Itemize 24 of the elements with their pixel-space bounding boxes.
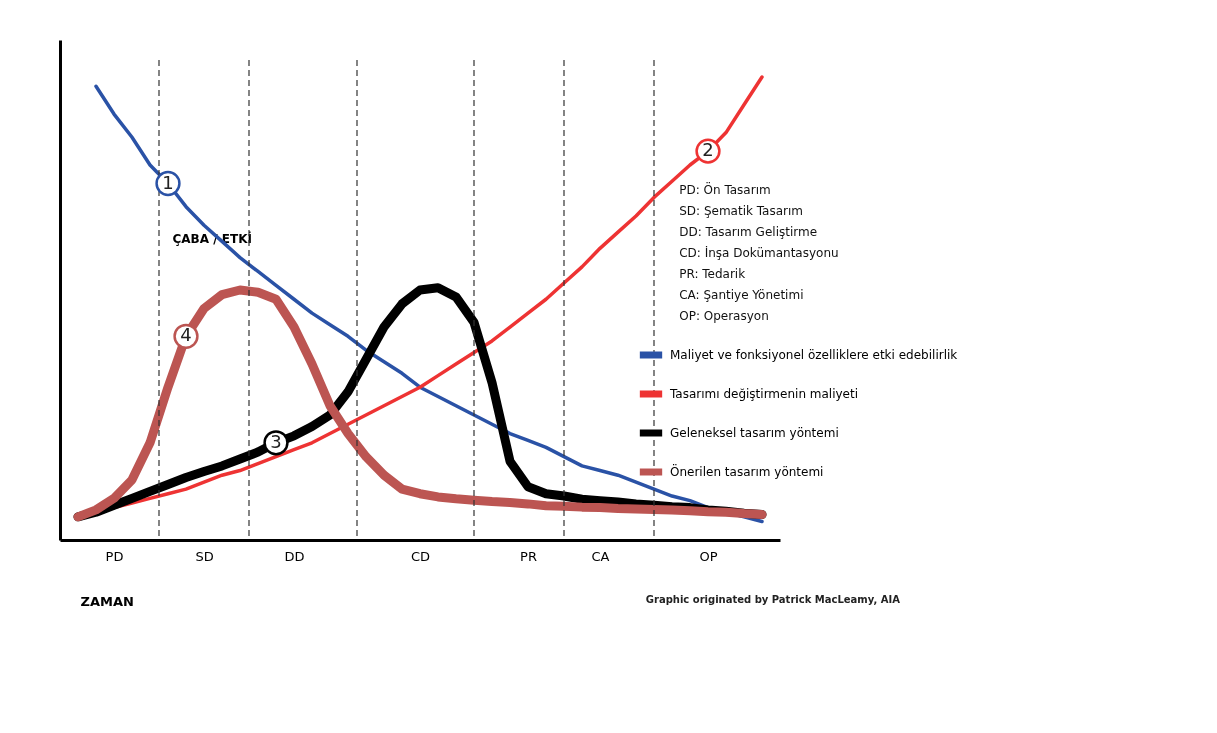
legend-label: Geleneksel tasarım yöntemi <box>670 426 839 440</box>
x-tick-label: CA <box>591 548 610 564</box>
x-tick-label: CD <box>410 548 431 564</box>
legend-label: Önerilen tasarım yöntemi <box>670 463 824 479</box>
annotation: PD: Ön Tasarım <box>679 181 771 197</box>
annotation: DD: Tasarım Geliştirme <box>679 225 818 239</box>
legend-label: Tasarımı değiştirmenin maliyeti <box>669 387 859 401</box>
x-tick-label: PD <box>105 548 124 564</box>
annotation: 2 <box>702 139 714 161</box>
x-tick-label: DD <box>284 548 305 564</box>
x-axis-title: ZAMAN <box>80 593 134 609</box>
x-tick-label: SD <box>195 548 214 564</box>
legend-label: Maliyet ve fonksiyonel özelliklere etki edebilirlik <box>670 348 958 362</box>
annotation: CD: İnşa Dokümantasyonu <box>679 245 839 260</box>
annotation: CA: Şantiye Yönetimi <box>679 288 804 302</box>
annotation: OP: Operasyon <box>679 309 769 323</box>
annotation: PR: Tedarik <box>679 267 746 281</box>
annotation: 3 <box>270 430 282 452</box>
x-tick-label: OP <box>699 548 718 564</box>
annotation: 1 <box>162 171 174 193</box>
annotation: 4 <box>180 324 192 346</box>
text: Graphic originated by Patrick MacLeamy, AIA <box>645 594 901 605</box>
annotation: SD: Şematik Tasarım <box>679 204 804 218</box>
x-tick-label: PR <box>520 548 537 564</box>
